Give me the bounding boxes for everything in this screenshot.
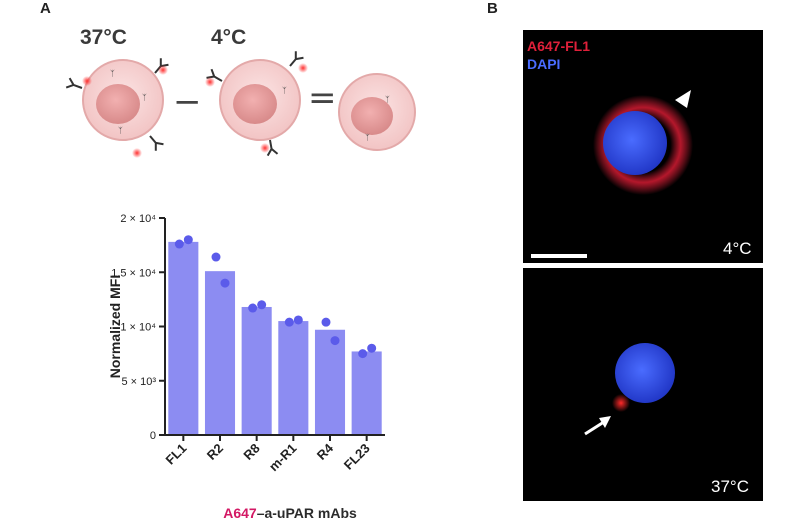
legend-blue: DAPI	[527, 56, 561, 72]
data-point	[284, 317, 294, 327]
data-point	[257, 300, 267, 310]
temp-4-label: 4°C	[211, 26, 247, 49]
y-tick-label: 1 × 10⁴	[120, 322, 156, 334]
y-tick-label: 2 × 10⁴	[120, 213, 156, 225]
bar-chart: 0 5 × 10³ 1 × 10⁴ 1.5 × 10⁴ 2 × 10⁴ FL1 R2 R8 m-…	[107, 213, 385, 475]
panel-b-letter: B	[487, 0, 498, 17]
x-tick-label: R8	[240, 441, 262, 463]
nucleus-stain	[615, 343, 675, 403]
data-point	[211, 252, 221, 262]
nucleus-stain	[603, 111, 667, 175]
cell-4-icon: ᛉ	[205, 50, 308, 157]
x-tick-label: FL23	[341, 441, 373, 473]
cell-37-icon: ᛉ ᛉ ᛉ	[65, 57, 170, 158]
data-point	[367, 343, 377, 353]
svg-text:ᛉ: ᛉ	[142, 93, 147, 102]
data-point	[174, 239, 184, 249]
bar-r4	[314, 329, 346, 435]
svg-text:ᛉ: ᛉ	[118, 126, 123, 135]
x-tick-label: FL1	[162, 441, 189, 468]
micrograph-4c: A647-FL1 DAPI 4°C	[523, 30, 763, 263]
equals-sign: =	[308, 78, 337, 118]
svg-text:ᛉ: ᛉ	[365, 133, 370, 142]
minus-sign: −	[173, 82, 202, 122]
bar-fl23	[351, 351, 382, 435]
scale-bar	[531, 254, 587, 258]
data-point	[358, 349, 368, 359]
y-tick-label: 5 × 10³	[121, 376, 156, 388]
cell-schematic: ᛉ ᛉ ᛉ ᛉ	[65, 50, 308, 158]
svg-text:ᛉ: ᛉ	[110, 69, 115, 78]
data-point	[248, 303, 258, 313]
bar-m-r1	[278, 321, 309, 435]
data-point	[220, 278, 230, 288]
y-tick-label: 1.5 × 10⁴	[111, 267, 156, 279]
data-point	[321, 317, 331, 327]
micrograph-37c: 37°C	[523, 268, 763, 501]
x-tick-label: R4	[314, 440, 337, 463]
panel-a-letter: A	[40, 0, 51, 17]
arrow-head-icon	[599, 416, 611, 428]
bar-r8	[241, 306, 272, 435]
x-tick-label: R2	[204, 441, 226, 463]
bar-fl1	[168, 241, 199, 435]
cell-difference-icon: ᛉ ᛉ	[338, 73, 416, 151]
micrograph-bottom-temp: 37°C	[711, 477, 749, 496]
svg-text:ᛉ: ᛉ	[385, 95, 390, 104]
x-axis-title-prefix: A647	[223, 505, 257, 521]
x-axis-title: A647–a-uPAR mAbs	[150, 505, 430, 521]
data-point	[330, 336, 340, 346]
data-point	[183, 235, 193, 245]
svg-text:ᛉ: ᛉ	[282, 86, 287, 95]
micrograph-top-temp: 4°C	[723, 239, 752, 258]
x-axis-title-rest: –a-uPAR mAbs	[256, 505, 357, 521]
legend-red: A647-FL1	[527, 38, 591, 54]
bar-r2	[204, 271, 236, 435]
y-axis-title: Normalized MFI	[107, 275, 123, 378]
y-tick-label: 0	[150, 430, 156, 442]
internalized-spot	[612, 394, 630, 412]
x-tick-label: m-R1	[266, 441, 300, 475]
temp-37-label: 37°C	[80, 26, 127, 49]
arrowhead-icon	[675, 90, 691, 108]
data-point	[293, 315, 303, 325]
